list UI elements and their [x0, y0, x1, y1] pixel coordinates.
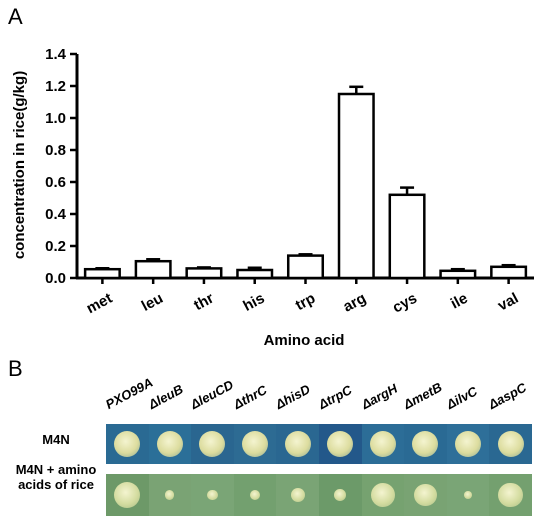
panel-b-letter: B — [8, 356, 23, 381]
y-tick-label: 0.0 — [45, 270, 66, 287]
x-tick-label: his — [240, 290, 267, 315]
colony — [327, 431, 354, 457]
strain-label: ΔtrpC — [315, 382, 355, 412]
plate-tile — [319, 424, 363, 464]
strain-label: ΔargH — [358, 380, 400, 412]
plate-tile — [319, 474, 363, 516]
plate-tile — [191, 424, 235, 464]
plate-tile — [446, 474, 490, 516]
plate-tile — [276, 424, 320, 464]
colony — [242, 431, 269, 457]
y-tick-label: 0.8 — [45, 142, 66, 159]
m4n-rice-plate-row — [106, 474, 533, 516]
plate-tile — [233, 474, 277, 516]
strain-label: ΔhisD — [273, 381, 313, 412]
colony — [464, 491, 472, 499]
colony — [334, 489, 347, 501]
x-tick-label: thr — [191, 290, 217, 314]
strain-label: ΔthrC — [230, 382, 270, 412]
colony — [414, 483, 437, 507]
y-tick-label: 0.6 — [45, 174, 66, 191]
x-tick-label: cys — [390, 290, 420, 317]
plate-tile — [361, 474, 405, 516]
strain-label: ΔleuCD — [188, 377, 237, 412]
colony — [114, 431, 141, 457]
m4n-plate-row — [106, 424, 533, 464]
m4n-row-label: M4N — [42, 432, 70, 447]
x-tick-label: arg — [340, 290, 369, 316]
plate-tile — [404, 424, 448, 464]
plate-tile — [148, 424, 192, 464]
bar — [388, 193, 426, 280]
x-tick-label: leu — [139, 290, 166, 315]
colony — [369, 431, 396, 457]
amino-acid-bar-chart: 0.0 0.2 0.4 0.6 0.8 1.0 1.2 1.4 met leu thr his trp a… — [11, 46, 534, 349]
x-axis-label: Amino acid — [264, 332, 345, 349]
colony — [455, 431, 482, 457]
plate-tile — [148, 474, 192, 516]
y-tick-label: 1.2 — [45, 78, 66, 95]
bar — [83, 267, 121, 280]
bar — [236, 268, 274, 280]
x-tick-label: ile — [448, 290, 471, 313]
colony — [207, 489, 218, 501]
colony — [114, 482, 141, 508]
plate-tile — [446, 424, 490, 464]
m4n-rice-row-label: M4N + amino acids of rice — [15, 462, 97, 492]
panel-a-letter: A — [8, 4, 23, 29]
strain-label: ΔilvC — [443, 383, 480, 412]
strain-label: ΔaspC — [486, 379, 530, 412]
y-tick-label: 1.0 — [45, 110, 66, 127]
bar — [337, 92, 375, 280]
plate-tile — [191, 474, 235, 516]
colony — [249, 489, 261, 501]
colony — [165, 490, 175, 500]
plate-tile — [489, 424, 533, 464]
colony — [370, 482, 396, 508]
bar — [185, 267, 223, 280]
colony — [284, 431, 311, 457]
strain-label: ΔmetB — [401, 379, 445, 412]
plate-tile — [106, 424, 150, 464]
y-tick-label: 1.4 — [45, 46, 67, 63]
bar — [134, 259, 172, 280]
bar — [286, 254, 325, 280]
colony — [498, 482, 524, 508]
plate-tile — [404, 474, 448, 516]
y-tick-label: 0.4 — [45, 206, 67, 223]
plate-tile — [106, 474, 150, 516]
bar — [439, 269, 477, 280]
plate-tile — [489, 474, 533, 516]
y-tick-label: 0.2 — [45, 238, 66, 255]
strain-label: PXO99A — [102, 374, 156, 412]
colony — [199, 431, 226, 457]
x-tick-label: met — [84, 290, 116, 318]
y-axis-label: concentration in rice(g/kg) — [11, 71, 28, 259]
colony — [497, 431, 524, 457]
plate-tile — [276, 474, 320, 516]
plate-tile — [233, 424, 277, 464]
colony — [412, 431, 439, 457]
bar — [490, 265, 528, 280]
x-tick-label: trp — [293, 290, 319, 314]
x-tick-label: val — [495, 290, 521, 315]
colony — [156, 431, 183, 457]
colony — [290, 487, 305, 503]
plate-tile — [361, 424, 405, 464]
